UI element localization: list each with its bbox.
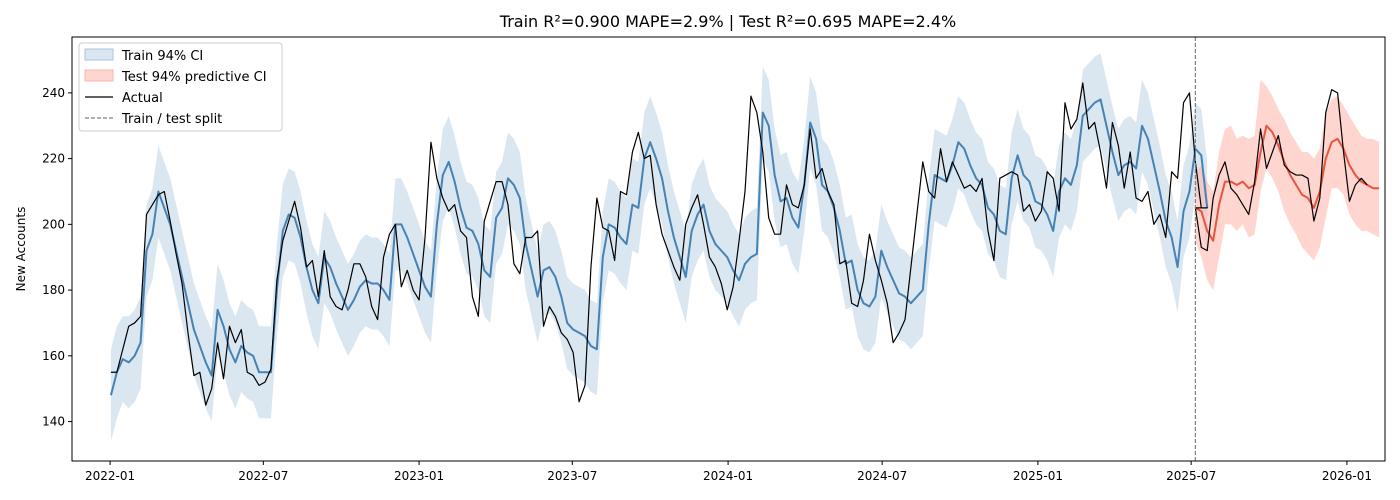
legend-swatch-test-ci [84,69,114,82]
x-tick-label: 2026-01 [1322,469,1372,483]
x-tick-label: 2022-07 [238,469,288,483]
train-ci-band [110,53,1208,442]
x-tick-label: 2024-01 [703,469,753,483]
legend-label: Train / test split [121,112,222,127]
legend-label: Test 94% predictive CI [121,70,267,85]
train-fit-line [109,98,1209,396]
y-axis-label: New Accounts [14,207,28,292]
chart-title: Train R²=0.900 MAPE=2.9% | Test R²=0.695… [499,12,956,31]
test-ci-band [1195,79,1380,291]
y-tick-label: 200 [42,217,65,231]
legend-label: Train 94% CI [121,49,203,64]
confidence-bands [110,53,1380,442]
x-tick-label: 2022-01 [85,469,135,483]
x-tick-label: 2024-07 [857,469,907,483]
y-tick-label: 240 [42,86,65,100]
legend: Train 94% CI Test 94% predictive CI Actual… [78,42,283,132]
axes: 2022-01 2022-07 2023-01 2023-07 2024-01 2024-… [42,36,1386,483]
x-tick-label: 2023-07 [547,469,597,483]
x-tick-label: 2023-01 [394,469,444,483]
x-tick-label: 2025-07 [1166,469,1216,483]
y-tick-label: 220 [42,152,65,166]
legend-box [78,42,283,132]
legend-label: Actual [122,91,163,106]
y-tick-label: 160 [42,349,65,363]
legend-swatch-train-ci [84,48,114,61]
y-tick-label: 140 [42,415,65,429]
actual-line [110,82,1368,406]
y-tick-label: 180 [42,283,65,297]
x-tick-label: 2025-01 [1013,469,1063,483]
series-lines [109,37,1380,461]
